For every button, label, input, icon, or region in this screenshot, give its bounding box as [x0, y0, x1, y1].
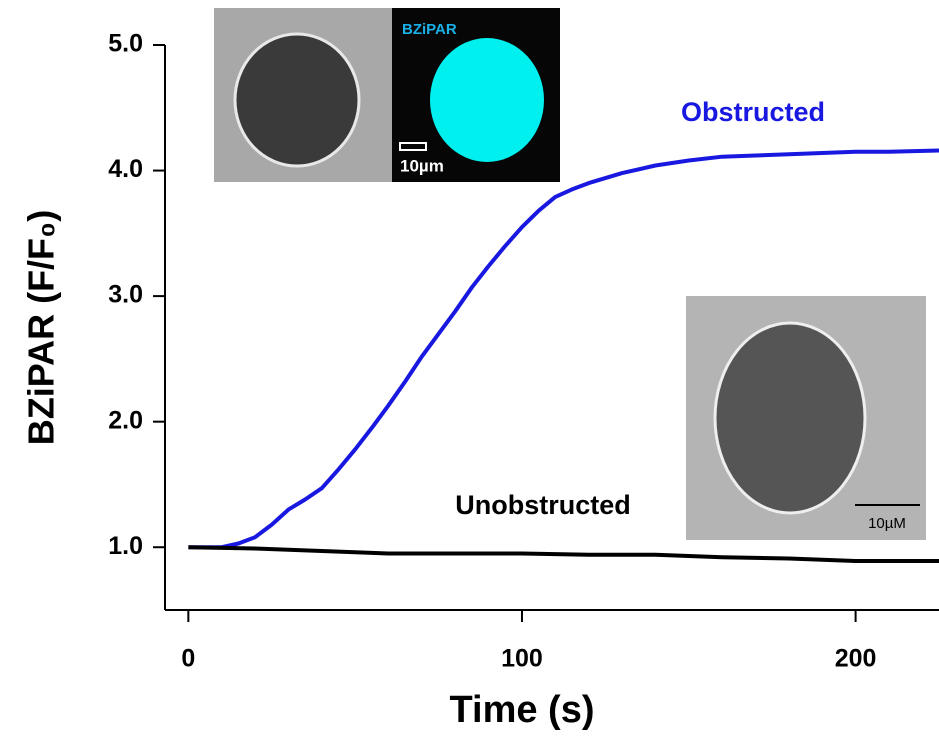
y-tick-label: 1.0: [108, 532, 143, 560]
y-tick-label: 3.0: [108, 281, 143, 309]
x-tick-label: 200: [835, 645, 877, 673]
inset-right: 10µM: [686, 296, 926, 540]
y-tick-label: 4.0: [108, 155, 143, 183]
x-tick-label: 0: [181, 645, 195, 673]
cell-fluorescence: [430, 38, 544, 162]
x-axis-title: Time (s): [449, 689, 594, 731]
scale-label: 10µm: [400, 156, 444, 175]
chart: BZiPAR 10µm 10µM 1.0 2.0 3.0 4.0 5.0 0 100 200 T…: [0, 0, 939, 736]
inset-label: BZiPAR: [402, 21, 457, 38]
y-tick-label: 2.0: [108, 406, 143, 434]
series-label: Unobstructed: [455, 490, 631, 520]
series-label: Obstructed: [681, 97, 825, 127]
cell-image: [235, 34, 359, 166]
inset-top: BZiPAR 10µm: [214, 8, 560, 182]
x-tick-label: 100: [501, 645, 543, 673]
scale-label: 10µM: [868, 515, 906, 532]
cell-image: [715, 323, 865, 513]
y-axis-title: BZiPAR (F/F₀): [21, 210, 62, 446]
series-line: [188, 547, 939, 561]
y-tick-label: 5.0: [108, 30, 143, 58]
